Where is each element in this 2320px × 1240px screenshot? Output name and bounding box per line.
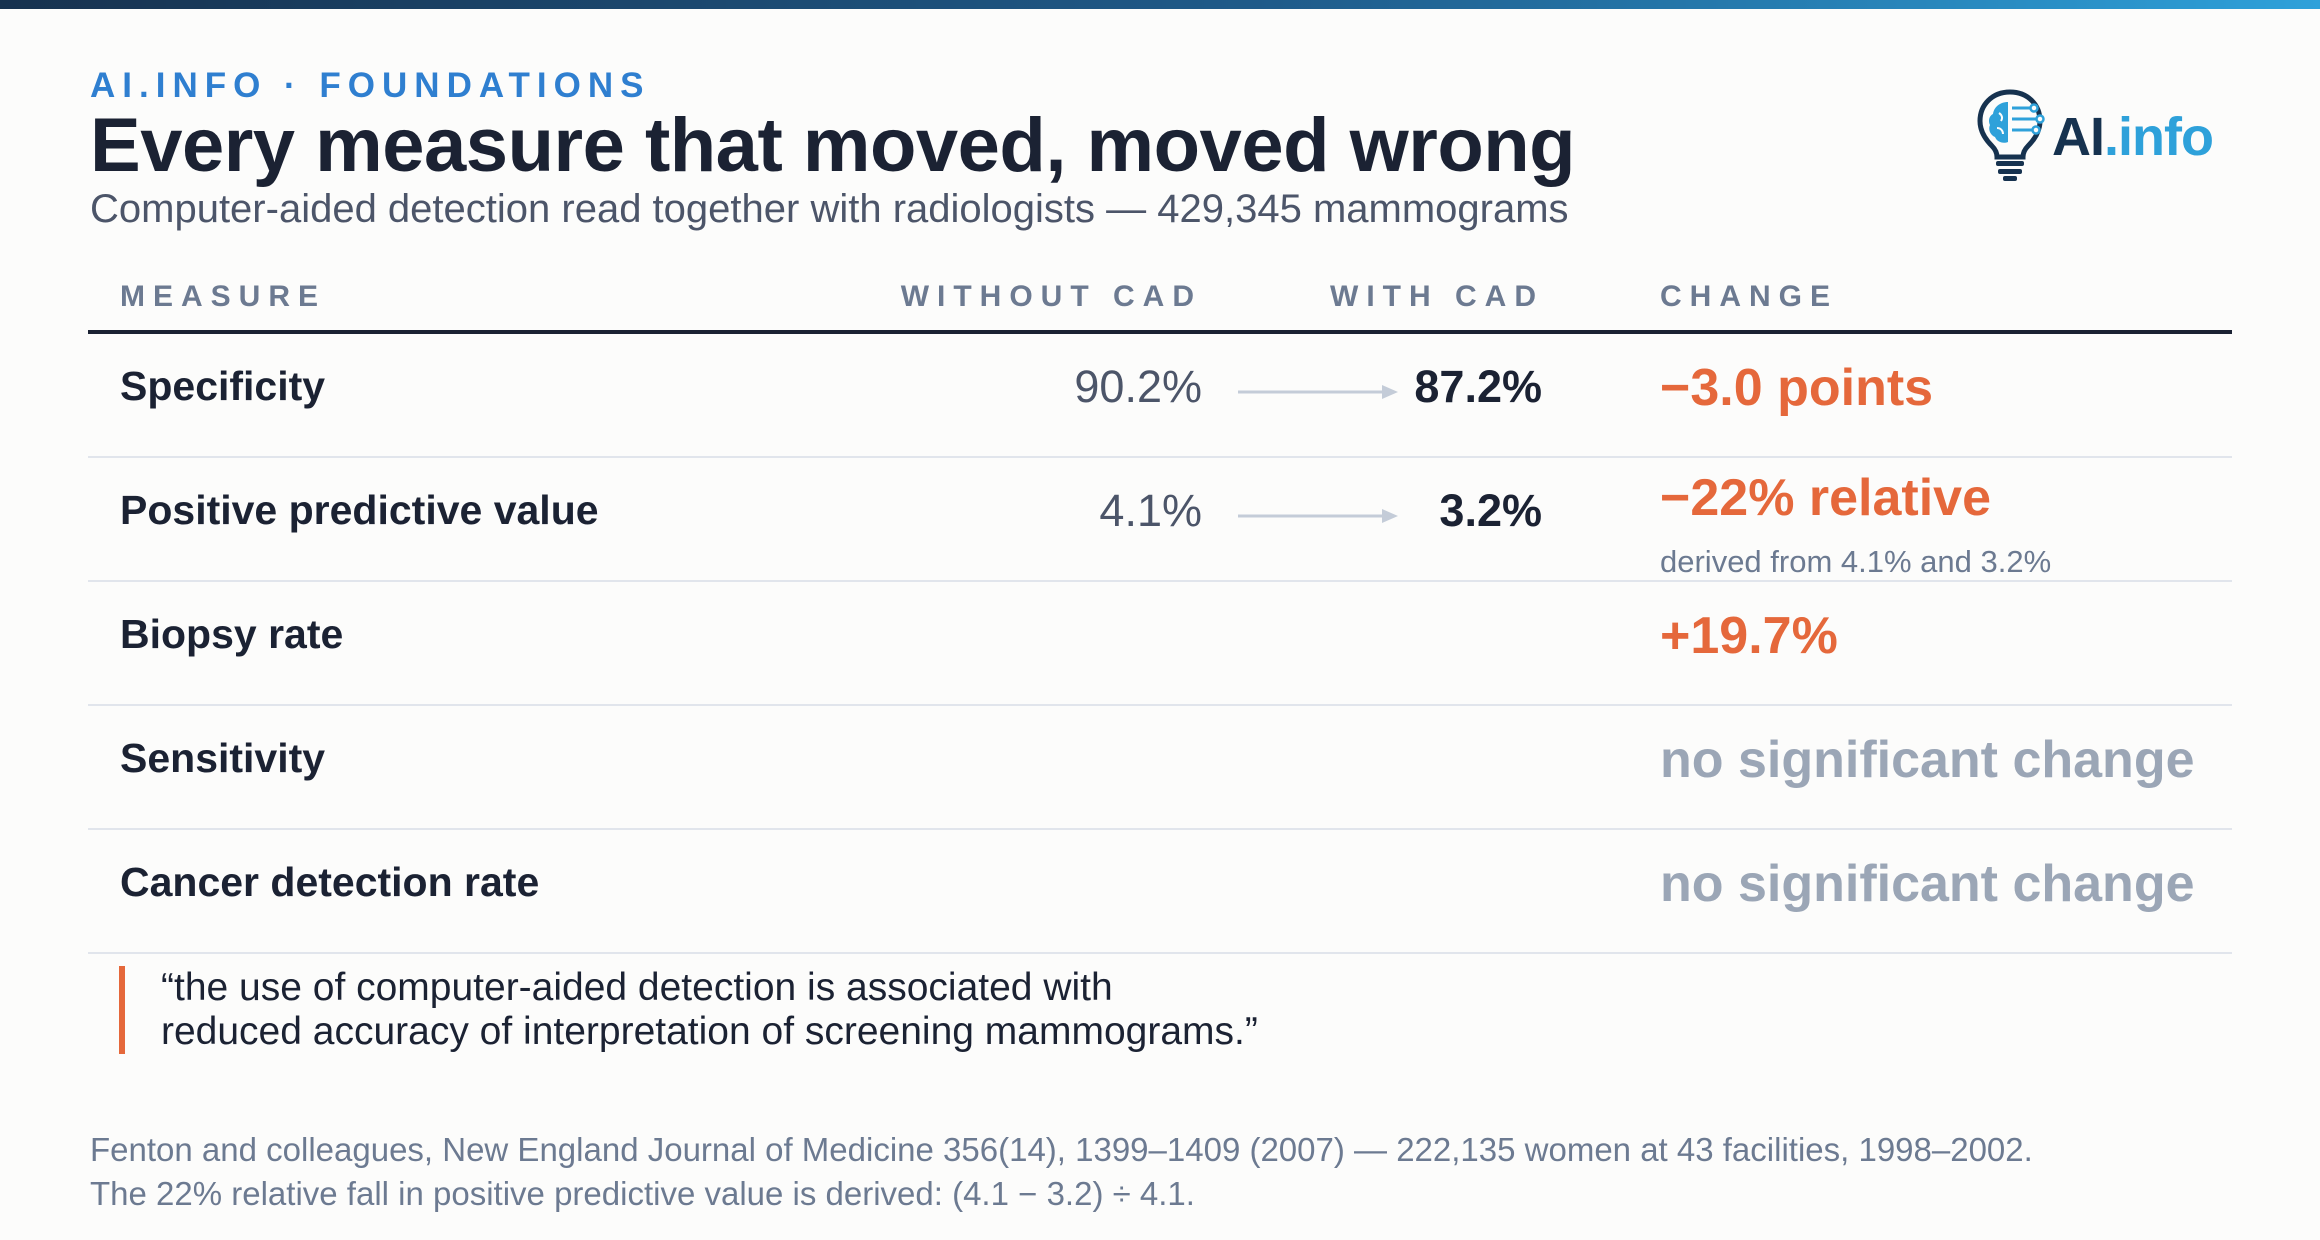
with-cad-value: 3.2% — [1439, 485, 1542, 536]
lightbulb-brain-icon — [1977, 89, 2045, 181]
measure-label: Biopsy rate — [120, 611, 344, 657]
ai-info-logo[interactable]: AI.info — [1972, 86, 2234, 186]
footnote-line: The 22% relative fall in positive predic… — [90, 1175, 1195, 1212]
measure-label: Positive predictive value — [120, 487, 599, 533]
measure-label: Cancer detection rate — [120, 859, 540, 905]
quote-line: reduced accuracy of interpretation of sc… — [161, 1010, 1258, 1053]
logo-wordmark: AI.info — [2052, 106, 2214, 168]
source-footnote: Fenton and colleagues, New England Journ… — [90, 1128, 2033, 1216]
column-header-measure: MEASURE — [120, 280, 327, 313]
logo-text-info: .info — [2104, 107, 2214, 167]
without-cad-value: 4.1% — [1099, 485, 1202, 536]
top-accent-bar — [0, 0, 2320, 9]
page-title: Every measure that moved, moved wrong — [90, 103, 1576, 188]
header-divider — [88, 330, 2232, 334]
change-value: no significant change — [1660, 855, 2195, 913]
column-header-change: CHANGE — [1660, 280, 1839, 313]
without-cad-value: 90.2% — [1074, 361, 1202, 412]
logo-text-ai: AI — [2052, 107, 2105, 167]
table-header: MEASURE WITHOUT CAD WITH CAD CHANGE — [88, 280, 2232, 330]
section-kicker: AI.INFO · FOUNDATIONS — [90, 66, 651, 105]
table-row-specificity: Specificity 90.2% 87.2% −3.0 points — [88, 334, 2232, 458]
table-row-cancer-detection-rate: Cancer detection rate no significant cha… — [88, 830, 2232, 954]
page-subtitle: Computer-aided detection read together w… — [90, 187, 1569, 231]
right-arrow-icon — [1238, 385, 1398, 399]
change-value: +19.7% — [1660, 607, 1838, 665]
change-value: −3.0 points — [1660, 359, 1934, 417]
footnote-line: Fenton and colleagues, New England Journ… — [90, 1131, 2033, 1168]
column-header-without-cad: WITHOUT CAD — [900, 280, 1202, 313]
change-value: −22% relative — [1660, 469, 1992, 527]
change-value: no significant change — [1660, 731, 2195, 789]
pull-quote: “the use of computer-aided detection is … — [119, 966, 1258, 1054]
with-cad-value: 87.2% — [1414, 361, 1542, 412]
measure-label: Specificity — [120, 363, 326, 409]
measure-label: Sensitivity — [120, 735, 326, 781]
table-row-biopsy-rate: Biopsy rate +19.7% — [88, 582, 2232, 706]
right-arrow-icon — [1238, 509, 1398, 523]
table-row-positive-predictive-value: Positive predictive value 4.1% 3.2% −22%… — [88, 458, 2232, 582]
quote-line: “the use of computer-aided detection is … — [161, 966, 1113, 1009]
column-header-with-cad: WITH CAD — [1330, 280, 1544, 313]
table-row-sensitivity: Sensitivity no significant change — [88, 706, 2232, 830]
change-note: derived from 4.1% and 3.2% — [1660, 544, 2052, 579]
